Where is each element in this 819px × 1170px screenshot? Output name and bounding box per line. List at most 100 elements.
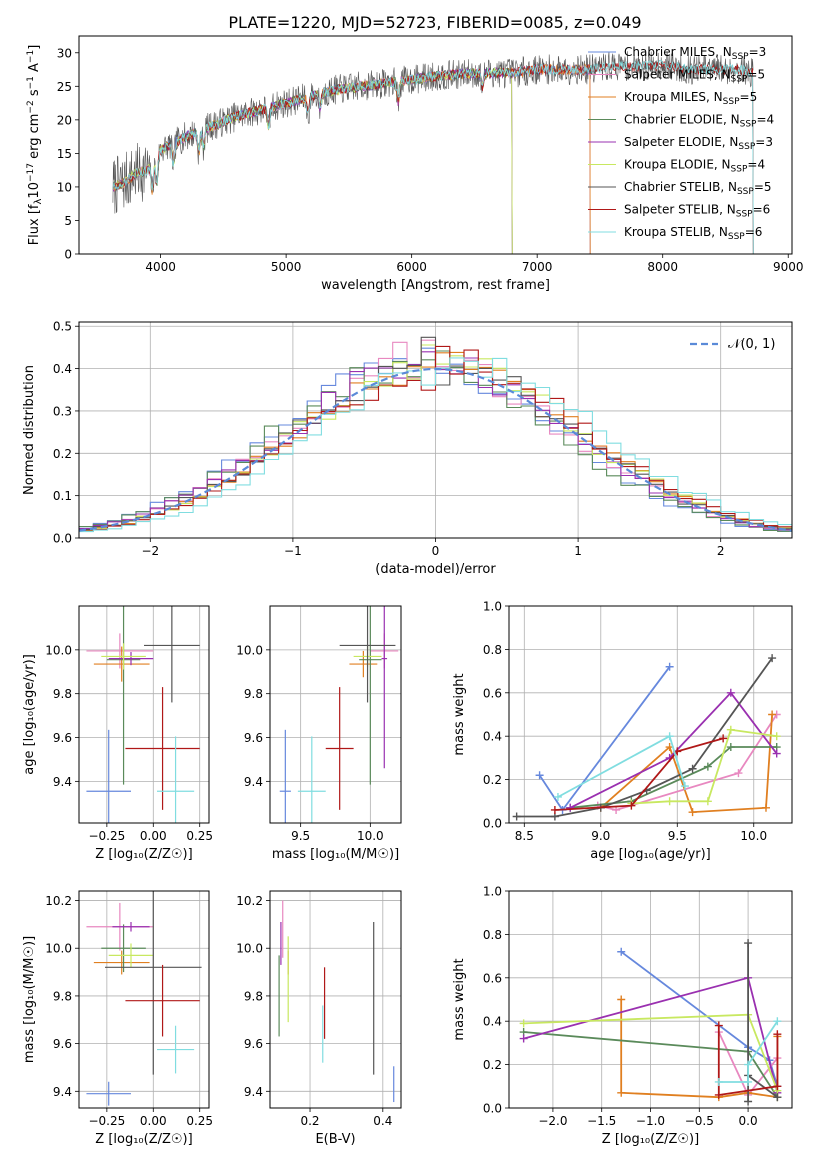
marker-plus [744,1077,753,1086]
marker-plus [772,732,781,741]
y-tick-label: 9.6 [53,731,72,745]
plot-area [79,336,792,533]
marker-plus [688,764,697,773]
y-tick-label: 10.0 [45,643,72,657]
panel-z-mass: −0.25 0.00 0.25 9.4 9.6 9.8 10.0 10.2 Z [log₁₀(Z… [22,890,213,1147]
x-tick-label: −1.0 [636,1114,665,1128]
y-tick-label: 10.2 [236,894,263,908]
x-tick-label: −1.5 [587,1114,616,1128]
panel-z-age: −0.25 0.00 0.25 9.4 9.6 9.8 10.0 Z [log₁₀(Z/Z☉)… [22,605,213,862]
plot-area [112,51,754,254]
y-tick-label: 9.6 [53,1037,72,1051]
y-tick-label: 0.2 [53,447,72,461]
plot-area [86,606,200,823]
marker-plus [703,797,712,806]
y-tick-label: 10.0 [236,643,263,657]
figure-title: PLATE=1220, MJD=52723, FIBERID=0085, z=0… [228,13,641,32]
y-tick-label: 9.4 [244,1085,263,1099]
y-axis-label: Flux [fλ10−17 erg cm−2 s−1 A−1] [26,45,44,246]
marker-plus [519,1034,528,1043]
axes-frame [78,605,210,824]
y-tick-label: 0.5 [53,320,72,334]
marker-plus [665,732,674,741]
x-tick-label: −0.5 [685,1114,714,1128]
svg-text:Flux [fλ10−17 erg cm−2 s−1 A−1: Flux [fλ10−17 erg cm−2 s−1 A−1] [26,45,44,246]
x-tick-label: 4000 [145,260,176,274]
marker-plus [617,995,626,1004]
y-tick-label: 9.8 [244,687,263,701]
x-tick-label: 0.2 [300,1114,319,1128]
y-tick-label: 0.0 [483,1102,502,1116]
mass-weight-line [554,737,724,811]
x-axis-label: E(B-V) [315,1132,355,1147]
y-tick-label: 10.2 [45,894,72,908]
axes-frame [78,35,793,255]
y-tick-label: 0.6 [483,971,502,985]
x-tick-label: 0.25 [186,1114,213,1128]
axes-frame [78,890,210,1109]
y-axis-label: Normed distribution [22,365,37,495]
marker-plus [665,797,674,806]
y-tick-label: 9.6 [244,1037,263,1051]
panel-ebv-mass: 0.2 0.4 9.4 9.6 9.8 10.0 10.2 E(B-V) [236,890,402,1147]
mass-weight-line [747,943,778,1102]
legend-entry: Kroupa MILES, NSSP=5 [624,90,757,107]
marker-plus [726,688,735,697]
y-tick-label: 0.4 [483,1015,502,1029]
marker-plus [512,812,521,821]
x-tick-label: 8000 [647,260,678,274]
marker-plus [714,1090,723,1099]
y-tick-label: 0.4 [483,730,502,744]
x-axis-label: Z [log₁₀(Z/Z☉)] [95,1132,192,1147]
panel-age-massweight: 8.5 9.0 9.5 10.0 0.0 0.2 0.4 0.6 0.8 1.0 age [log₁… [452,600,793,862]
x-tick-label: 9.5 [291,829,310,843]
y-tick-label: 0 [64,248,72,262]
marker-plus [772,749,781,758]
x-tick-label: 9.0 [591,829,610,843]
x-axis-label: (data-model)/error [375,562,496,577]
x-axis-label: wavelength [Angstrom, rest frame] [321,278,550,293]
y-tick-label: 9.6 [244,731,263,745]
legend-entry: Chabrier MILES, NSSP=3 [624,45,766,62]
mass-weight-line [717,1025,779,1097]
marker-plus [773,1030,782,1039]
x-tick-label: 9.5 [668,829,687,843]
y-tick-label: 0.4 [53,362,72,376]
x-tick-label: 7000 [522,260,553,274]
legend-entry: Salpeter STELIB, NSSP=6 [624,203,770,220]
marker-plus [688,808,697,817]
y-tick-label: 9.8 [53,989,72,1003]
marker-plus [773,1082,782,1091]
x-tick-label: 10.0 [357,829,384,843]
x-axis-label: mass [log₁₀(M/M☉)] [272,847,399,862]
legend: Chabrier MILES, NSSP=3 Salpeter MILES, NS… [588,45,774,242]
axes-frame [78,321,793,539]
marker-plus [617,947,626,956]
mass-weight-line [620,951,779,1087]
y-tick-label: 9.4 [53,775,72,789]
y-axis-label: mass weight [452,673,467,755]
y-tick-label: 10 [57,180,72,194]
plot-area [278,900,395,1103]
x-tick-label: 0.4 [373,1114,392,1128]
y-tick-label: 0.0 [483,817,502,831]
plot-area [519,939,782,1106]
legend-entry: Salpeter MILES, NSSP=5 [624,68,765,85]
plot-area [512,654,781,821]
mass-weight-line [718,1020,779,1083]
panel-residuals: −2 −1 0 1 2 0.0 0.1 0.2 0.3 0.4 0.5 (data-model)/er… [22,320,793,577]
y-axis-label: mass [log₁₀(M/M☉)] [22,936,37,1063]
marker-plus [768,710,777,719]
y-tick-label: 9.4 [244,775,263,789]
panel-mass-age: 9.5 10.0 9.4 9.6 9.8 10.0 mass [log₁₀(M/M☉)] [236,605,402,862]
plot-area [279,606,399,823]
marker-plus [726,743,735,752]
x-tick-label: 10.0 [740,829,767,843]
marker-plus [768,654,777,663]
marker-plus [535,771,544,780]
x-tick-label: −1 [284,544,302,558]
marker-plus [665,662,674,671]
x-tick-label: 0.25 [186,829,213,843]
x-tick-label: −0.25 [88,1114,125,1128]
